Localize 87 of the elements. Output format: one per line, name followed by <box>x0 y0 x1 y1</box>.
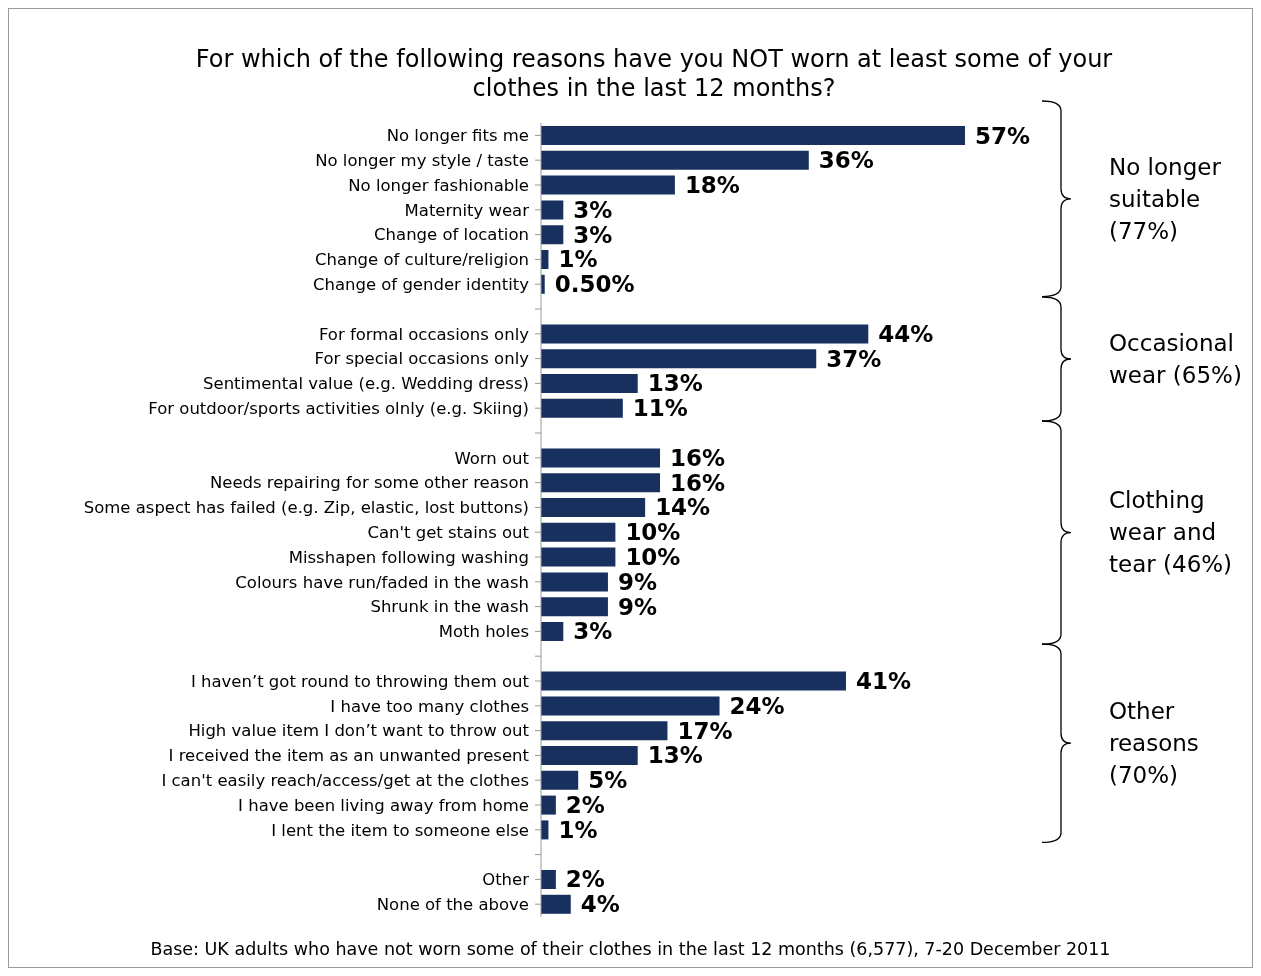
bar <box>541 200 564 220</box>
bar <box>541 770 579 790</box>
data-label: 44% <box>878 320 934 347</box>
bar <box>541 225 564 245</box>
data-label: 13% <box>647 742 703 769</box>
y-tick-label: I can't easily reach/access/get at the clothes <box>161 771 529 791</box>
data-label: 5% <box>588 767 628 794</box>
y-tick-label: I have been living away from home <box>238 795 529 815</box>
data-label: 24% <box>729 692 785 719</box>
bar <box>541 622 564 641</box>
data-label: 16% <box>670 469 726 496</box>
data-label: 3% <box>573 618 613 645</box>
data-label: 3% <box>573 196 613 223</box>
y-tick-label: No longer fashionable <box>348 175 529 195</box>
text: Occasional wear (65%) <box>1109 328 1243 390</box>
data-label: 2% <box>565 792 605 819</box>
y-tick-label: No longer my style / taste <box>315 151 529 171</box>
y-tick-label: I lent the item to someone else <box>271 820 529 840</box>
data-label: 11% <box>632 395 688 422</box>
text: Other reasons (70%) <box>1109 697 1200 790</box>
bar <box>541 175 675 195</box>
y-tick-label: Misshapen following washing <box>288 547 529 567</box>
bar <box>541 547 616 567</box>
bar <box>541 150 809 170</box>
bar <box>541 671 846 691</box>
y-tick-label: Needs repairing for some other reason <box>209 473 529 493</box>
data-label: 4% <box>580 891 620 918</box>
text: Base: UK adults who have not worn some of their clothes in the last 12 months (6,577), 7-20 December 2011 <box>149 939 1112 959</box>
bar <box>541 349 817 369</box>
bar <box>541 894 571 914</box>
bar <box>541 572 608 592</box>
data-label: 3% <box>573 221 613 248</box>
y-tick-label: Can't get stains out <box>367 523 530 543</box>
chart-title: For which of the following reasons have you NOT worn at least some of your clothes in the last 12 months? <box>194 45 1114 103</box>
bar <box>541 721 668 741</box>
data-label: 13% <box>647 370 703 397</box>
text: Clothing wear and tear (46%) <box>1109 486 1234 580</box>
bar <box>541 398 623 418</box>
bar <box>541 597 608 617</box>
y-tick-label: Change of culture/religion <box>315 250 529 270</box>
bar <box>541 126 965 145</box>
data-label: 10% <box>625 519 681 546</box>
y-tick-label: Sentimental value (e.g. Wedding dress) <box>203 374 529 394</box>
text: No longer suitable (77%) <box>1109 152 1222 246</box>
bar <box>541 448 661 468</box>
bar <box>541 324 869 344</box>
y-tick-label: Colours have run/faded in the wash <box>235 572 529 592</box>
y-tick-label: For outdoor/sports activities olnly (e.g. Skiing) <box>148 399 529 419</box>
y-tick-label: Maternity wear <box>404 200 530 220</box>
y-tick-label: Some aspect has failed (e.g. Zip, elastic, lost buttons) <box>83 498 529 518</box>
data-label: 18% <box>684 172 740 199</box>
data-label: 37% <box>826 345 882 372</box>
y-tick-label: I haven’t got round to throwing them out <box>190 671 530 691</box>
data-label: 2% <box>565 866 605 893</box>
y-tick-label: Shrunk in the wash <box>370 597 529 617</box>
data-label: 10% <box>625 544 681 571</box>
y-tick-label: I received the item as an unwanted present <box>168 746 530 766</box>
data-label: 9% <box>617 568 657 595</box>
data-label: 1% <box>558 816 598 843</box>
bar <box>541 498 646 517</box>
y-tick-label: Change of location <box>374 225 529 245</box>
y-tick-label: Change of gender identity <box>312 275 530 295</box>
data-label: 1% <box>558 246 598 273</box>
bar <box>541 374 638 393</box>
y-tick-label: I have too many clothes <box>330 696 529 716</box>
y-tick-label: For special occasions only <box>314 349 530 369</box>
bar <box>541 795 556 815</box>
y-tick-label: For formal occasions only <box>318 324 530 344</box>
bar <box>541 746 638 765</box>
data-label: 41% <box>855 668 911 695</box>
bar <box>541 522 616 542</box>
data-label: 57% <box>975 122 1031 149</box>
y-tick-label: Worn out <box>454 448 530 468</box>
bar <box>541 696 720 716</box>
y-tick-label: None of the above <box>376 895 529 915</box>
data-label: 9% <box>617 593 657 620</box>
data-label: 14% <box>655 494 711 521</box>
data-label: 0.50% <box>554 271 635 298</box>
data-label: 16% <box>670 444 726 471</box>
y-tick-label: High value item I don’t want to throw out <box>188 721 530 741</box>
y-tick-label: Other <box>482 870 530 890</box>
bar <box>541 473 661 493</box>
data-label: 36% <box>818 147 874 174</box>
y-tick-label: No longer fits me <box>386 126 529 146</box>
data-label: 17% <box>677 717 733 744</box>
bar <box>541 869 556 889</box>
y-tick-label: Moth holes <box>438 622 529 642</box>
